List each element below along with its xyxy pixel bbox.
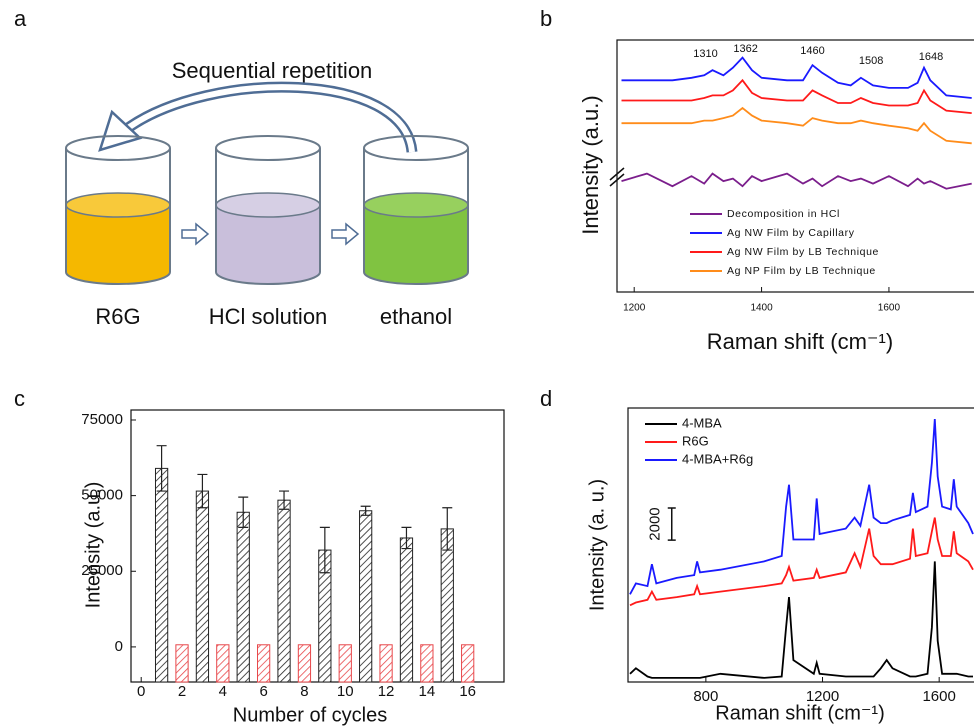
cycle-arrow [98,81,418,153]
y-axis-label: Intensity (a.u.) [578,95,603,234]
bar [440,528,454,683]
step-label: HCl solution [209,304,328,329]
legend-label: R6G [682,433,709,448]
bar [257,644,271,683]
beaker [215,135,321,285]
legend-label: Ag NW Film by LB Technique [727,246,879,258]
x-tick-label: 8 [300,683,308,700]
plot-frame [130,409,505,683]
legend-label: Decomposition in HCl [727,208,840,220]
y-tick-label: 0 [115,638,123,655]
y-axis-label: Intensity (a. u.) [586,479,608,611]
beakers [65,135,469,285]
spectrum-line [621,78,972,114]
legend-label: Ag NW Film by Capillary [727,227,855,239]
error-bar [279,490,290,510]
y-tick-label: 75000 [81,411,123,428]
bar [399,537,414,683]
legend-label: 4-MBA+R6g [682,451,753,466]
peak-label: 1310 [693,48,717,60]
panel-letter: c [14,386,25,411]
spectrum-line [629,418,974,595]
plot-frame [616,39,974,293]
spectrum-line [621,56,972,99]
y-tick-label: 50000 [81,487,123,504]
error-bar [319,526,330,574]
x-tick-label: 1600 [878,303,901,314]
bar [236,511,250,683]
x-tick-label: 800 [693,688,718,705]
beaker [363,135,469,285]
error-bar [401,526,412,550]
peak-label: 1648 [919,51,943,63]
panel-letter: d [540,386,552,411]
legend-label: 4-MBA [682,415,722,430]
spectrum-line [621,172,972,190]
bar [277,499,291,683]
bar [338,644,352,683]
x-tick-label: 10 [337,683,354,700]
bar [461,644,475,683]
scale-bar-label: 2000 [647,507,664,540]
bar [379,644,393,683]
legend-label: Ag NP Film by LB Technique [727,265,876,277]
plot-area [629,418,974,679]
error-bar [360,505,371,516]
x-tick-label: 1200 [806,688,839,705]
bar [175,644,189,683]
bar [154,467,169,683]
plot-frame [627,407,974,683]
bar [359,510,373,683]
spectrum-line [629,561,973,679]
error-bar [197,473,208,509]
step-label: R6G [95,304,140,329]
x-tick-label: 4 [219,683,227,700]
error-bar [238,496,249,528]
x-tick-label: 2 [178,683,186,700]
y-tick-label: 25000 [81,562,123,579]
x-tick-label: 1400 [750,303,773,314]
peak-label: 1508 [859,55,883,67]
scale-bar [667,507,676,541]
x-axis-label: Number of cycles [233,704,388,726]
x-tick-label: 1600 [922,688,955,705]
panel-letter: b [540,6,552,31]
peak-label: 1460 [800,45,824,57]
bar [297,644,312,683]
bar [195,490,210,683]
diagram-title: Sequential repetition [172,58,373,83]
y-axis-label: Intensity (a.u.) [82,482,104,609]
x-tick-label: 12 [378,683,395,700]
x-axis-label: Raman shift (cm⁻¹) [707,329,893,354]
x-tick-label: 16 [459,683,476,700]
peak-label: 1362 [733,43,757,55]
step-label: ethanol [380,304,452,329]
spectrum-line [621,106,972,145]
x-tick-label: 14 [419,683,436,700]
spectrum-line [629,517,974,607]
error-bar [442,507,453,551]
x-tick-label: 1200 [623,303,646,314]
x-tick-label: 6 [259,683,267,700]
error-bar [156,445,167,492]
beaker [65,135,171,285]
x-tick-label: 0 [137,683,145,700]
bar [420,644,434,683]
x-axis-label: Raman shift (cm⁻¹) [715,702,884,724]
panel-letter: a [14,6,27,31]
plot-area [621,56,972,190]
bar [216,644,230,683]
